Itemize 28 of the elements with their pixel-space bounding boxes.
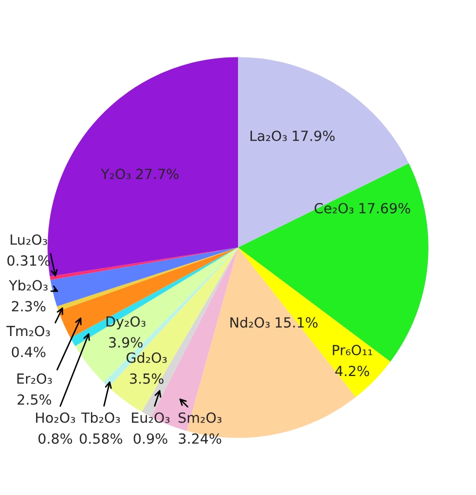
slice-label: Ce₂O₃ (314, 202, 354, 214)
slice-label: Tm₂O₃ (6, 326, 50, 336)
slice-label: Sm₂O₃ (178, 412, 222, 423)
slice-label: Ho₂O₃ (36, 412, 76, 423)
slice-label: Eu₂O₃ (132, 412, 170, 423)
data-label: 0.9% (134, 433, 168, 444)
data-label: 17.9% (292, 130, 335, 142)
data-label: 0.4% (12, 346, 46, 358)
slice-label: Lu₂O₃ (10, 234, 48, 245)
data-label: 2.5% (18, 394, 52, 405)
slice-label: Yb₂O₃ (8, 280, 48, 291)
data-label: 17.69% (359, 202, 410, 214)
data-label: 4.2% (335, 366, 370, 376)
slice-label: Y₂O₃ (100, 168, 131, 180)
slice-label: Gd₂O₃ (126, 352, 167, 363)
slice-label: Tb₂O₃ (81, 412, 120, 423)
data-label: 3.9% (109, 337, 143, 348)
data-label: 3.5% (130, 373, 164, 384)
data-label: 0.8% (38, 433, 72, 444)
data-label: 2.3% (12, 301, 46, 312)
data-label: 0.58% (80, 433, 122, 444)
data-label: 3.24% (178, 433, 222, 444)
slice-label: La₂O₃ (250, 130, 287, 142)
data-label: 27.7% (136, 168, 179, 180)
pie-slice (238, 57, 409, 248)
slice-label: Er₂O₃ (17, 373, 52, 384)
slice-label: Nd₂O₃ (230, 316, 270, 328)
slice-label: Pr₆O₁₁ (332, 344, 372, 356)
